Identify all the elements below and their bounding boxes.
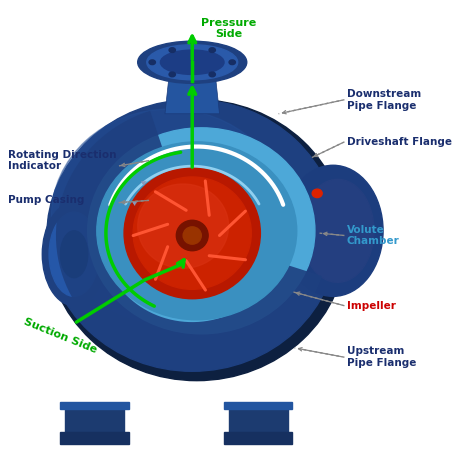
- Bar: [224, 402, 292, 409]
- Ellipse shape: [169, 48, 175, 52]
- Ellipse shape: [149, 60, 155, 65]
- Text: Pressure
Side: Pressure Side: [201, 18, 256, 40]
- Ellipse shape: [160, 50, 224, 74]
- Ellipse shape: [312, 189, 322, 197]
- Ellipse shape: [61, 231, 88, 277]
- Ellipse shape: [229, 60, 236, 65]
- Ellipse shape: [42, 203, 106, 306]
- Ellipse shape: [183, 227, 201, 244]
- Text: Downstream
Pipe Flange: Downstream Pipe Flange: [346, 89, 421, 111]
- Ellipse shape: [209, 48, 215, 52]
- Ellipse shape: [124, 168, 260, 299]
- Bar: [65, 409, 124, 439]
- Ellipse shape: [301, 179, 374, 282]
- Ellipse shape: [283, 165, 383, 296]
- Bar: [61, 402, 128, 409]
- Ellipse shape: [138, 41, 247, 83]
- Text: Rotating Direction
Indicator: Rotating Direction Indicator: [8, 150, 117, 171]
- Bar: [224, 432, 292, 444]
- PathPatch shape: [165, 72, 219, 114]
- Text: Upstream
Pipe Flange: Upstream Pipe Flange: [346, 347, 416, 368]
- Text: Impeller: Impeller: [346, 300, 396, 311]
- Text: ▶: ▶: [132, 198, 139, 206]
- Ellipse shape: [88, 128, 315, 334]
- Bar: [228, 409, 288, 439]
- Ellipse shape: [138, 184, 228, 268]
- Ellipse shape: [49, 212, 99, 296]
- Ellipse shape: [51, 109, 288, 325]
- Text: Driveshaft Flange: Driveshaft Flange: [346, 137, 452, 147]
- PathPatch shape: [56, 111, 322, 366]
- Bar: [61, 432, 128, 444]
- Text: Pump Casing: Pump Casing: [8, 195, 84, 205]
- Ellipse shape: [47, 100, 337, 371]
- Text: ▶: ▶: [141, 178, 148, 186]
- Ellipse shape: [133, 177, 251, 289]
- Ellipse shape: [176, 220, 208, 251]
- Text: Suction Side: Suction Side: [22, 317, 98, 356]
- Ellipse shape: [169, 72, 175, 77]
- Ellipse shape: [147, 45, 237, 80]
- Ellipse shape: [209, 72, 215, 77]
- Text: Volute
Chamber: Volute Chamber: [346, 225, 400, 246]
- Ellipse shape: [47, 100, 346, 381]
- Ellipse shape: [97, 142, 297, 320]
